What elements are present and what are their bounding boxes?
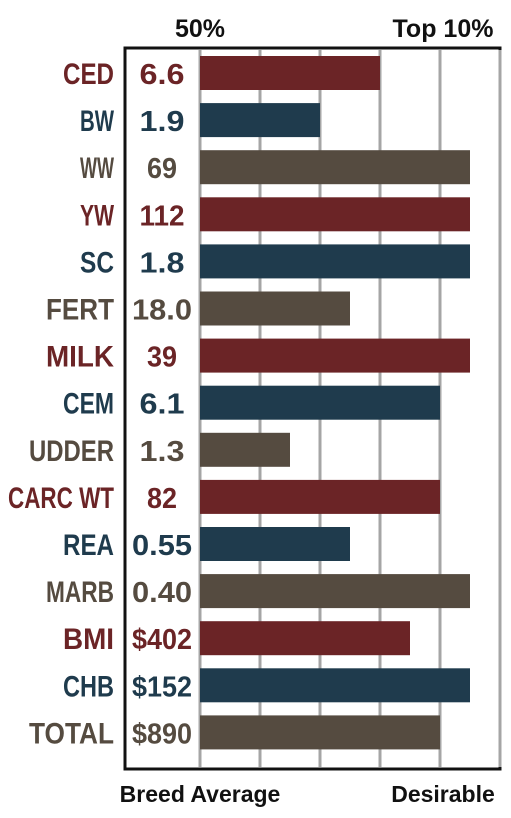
bar-sc <box>200 244 470 279</box>
trait-label: BW <box>80 105 114 138</box>
value-label: 39 <box>147 342 177 374</box>
trait-label: FERT <box>46 294 114 327</box>
bars-layer <box>200 56 470 750</box>
trait-label: MILK <box>46 341 114 374</box>
bar-rea <box>200 527 350 561</box>
bar-bmi <box>200 621 410 656</box>
trait-label: CHB <box>63 670 114 703</box>
value-label: 69 <box>147 153 177 185</box>
top-label-top10: Top 10% <box>393 15 494 43</box>
value-label: 1.3 <box>140 436 185 468</box>
bottom-label-breed-average: Breed Average <box>120 781 281 807</box>
trait-label: MARB <box>46 576 114 609</box>
bar-fert <box>200 291 350 326</box>
bar-marb <box>200 574 470 609</box>
value-label: 1.9 <box>140 106 185 138</box>
bar-carc-wt <box>200 479 440 514</box>
trait-label: CARC WT <box>8 482 114 515</box>
bar-milk <box>200 338 470 373</box>
bar-total <box>200 715 440 750</box>
value-label: 6.1 <box>140 389 185 421</box>
trait-label: REA <box>63 529 114 562</box>
trait-label: TOTAL <box>29 717 114 750</box>
trait-label: YW <box>80 199 114 232</box>
bar-ced <box>200 56 380 90</box>
value-label: 6.6 <box>140 59 185 91</box>
trait-label: SC <box>80 246 114 279</box>
trait-label: CEM <box>63 388 114 421</box>
value-label: 1.8 <box>140 247 185 279</box>
bar-cem <box>200 385 440 420</box>
value-label: $402 <box>132 624 192 656</box>
bar-chb <box>200 668 470 703</box>
labels-layer: CED 6.6 BW 1.9 WW 69 YW 112 SC 1.8 FERT 18.0 MILK 39 C… <box>8 58 192 750</box>
value-label: 112 <box>140 200 185 232</box>
trait-label: WW <box>80 152 114 185</box>
top-label-50: 50% <box>175 15 225 43</box>
value-label: 18.0 <box>132 295 192 327</box>
value-label: $890 <box>132 718 192 750</box>
value-label: 82 <box>147 483 177 515</box>
trait-label: BMI <box>63 623 114 656</box>
bar-bw <box>200 103 320 138</box>
bar-ww <box>200 150 470 185</box>
value-label: 0.55 <box>132 530 192 562</box>
bottom-label-desirable: Desirable <box>391 781 495 807</box>
trait-label: UDDER <box>29 435 114 468</box>
value-label: 0.40 <box>132 577 192 609</box>
bar-yw <box>200 197 470 232</box>
value-label: $152 <box>132 671 192 703</box>
bar-udder <box>200 432 290 467</box>
trait-label: CED <box>63 58 114 91</box>
